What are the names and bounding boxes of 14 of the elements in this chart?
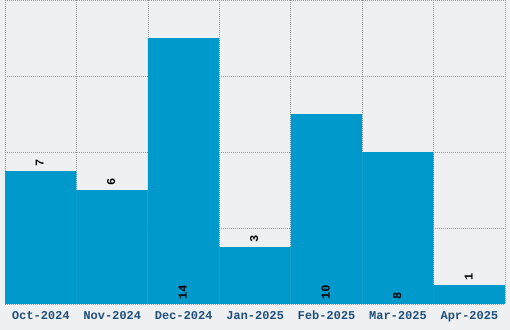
x-tick-label: Mar-2025 [369,309,427,323]
x-tick-label: Apr-2025 [440,309,498,323]
data-label: 7 [34,158,48,166]
x-tick-label: Dec-2024 [154,309,212,323]
x-tick-label: Nov-2024 [83,309,141,323]
data-label: 10 [319,284,334,299]
data-label: 8 [390,292,405,299]
x-tick-label: Feb-2025 [298,309,356,323]
data-label: 14 [176,284,191,299]
data-label: 6 [105,178,120,185]
x-tick-label: Jan-2025 [226,309,284,323]
data-label: 3 [248,234,262,242]
x-tick-label: Oct-2024 [12,309,70,323]
data-label: 1 [462,272,476,280]
